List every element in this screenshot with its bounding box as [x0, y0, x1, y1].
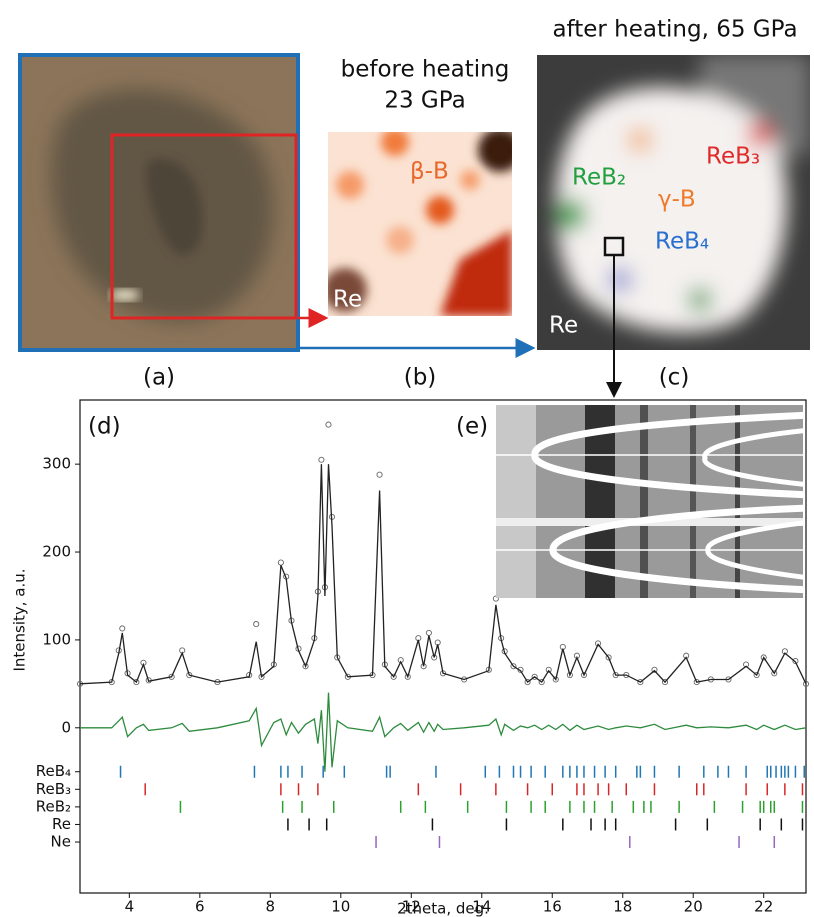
- observed-point: [390, 673, 397, 680]
- observed-point: [760, 654, 767, 661]
- observed-point: [186, 672, 193, 679]
- map-b: [328, 132, 512, 316]
- observed-point: [133, 679, 140, 686]
- annotation: ReB₂: [572, 165, 626, 191]
- x-axis-label: 2theta, deg.: [397, 900, 489, 917]
- x-tick-label: 16: [543, 898, 562, 916]
- observed-point: [461, 676, 468, 683]
- observed-point: [545, 666, 552, 673]
- x-tick-label: 14: [472, 898, 491, 916]
- observed-point: [524, 679, 531, 686]
- annotation: ReB₄: [655, 229, 709, 255]
- x-tick-label: 4: [125, 898, 135, 916]
- observed-point: [277, 559, 284, 566]
- panel-label: (a): [143, 365, 175, 391]
- phase-label: Re: [52, 815, 71, 833]
- y-tick-label: 0: [61, 718, 71, 736]
- observed-point: [246, 672, 253, 679]
- x-tick-label: 10: [331, 898, 350, 916]
- x-tick-label: 18: [613, 898, 632, 916]
- plot-frame: [79, 399, 807, 894]
- annotation: β-B: [410, 159, 449, 185]
- observed-point: [318, 456, 325, 463]
- annotation: Re: [333, 287, 362, 313]
- panel-title: 23 GPa: [384, 88, 465, 114]
- line-difference: [80, 692, 807, 772]
- phase-label: ReB₂: [36, 797, 71, 815]
- x-tick-label: 6: [195, 898, 205, 916]
- observed-point: [661, 679, 669, 686]
- photo-a: [20, 55, 298, 350]
- observed-point: [605, 654, 612, 661]
- observed-point: [595, 640, 602, 647]
- observed-point: [802, 680, 810, 687]
- panel-label: (e): [456, 414, 488, 440]
- observed-point: [425, 629, 432, 636]
- x-tick-label: 20: [684, 898, 703, 916]
- annotation: Re: [549, 313, 578, 339]
- panel-label: (c): [659, 365, 690, 391]
- x-tick-label: 8: [266, 898, 276, 916]
- observed-point: [531, 673, 538, 680]
- observed-point: [651, 666, 658, 673]
- y-tick-label: 200: [42, 543, 71, 561]
- observed-point: [637, 679, 644, 686]
- line-calculated: [79, 464, 807, 685]
- observed-point: [771, 670, 778, 677]
- observed-point: [753, 672, 760, 679]
- y-tick-label: 300: [42, 455, 71, 473]
- phase-label: ReB₃: [36, 780, 71, 798]
- observed-point: [404, 673, 411, 680]
- observed-point: [119, 625, 126, 632]
- annotation: γ-B: [658, 187, 696, 213]
- frame-a: [18, 53, 300, 352]
- zoom-box: [110, 133, 298, 320]
- observed-point: [566, 672, 573, 679]
- observed-point: [376, 471, 383, 478]
- observed-point: [325, 421, 332, 428]
- panel-title: after heating, 65 GPa: [552, 17, 797, 43]
- observed-point: [302, 663, 309, 670]
- y-tick-label: 100: [42, 630, 71, 648]
- x-tick-label: 12: [402, 898, 421, 916]
- observed-point: [253, 621, 260, 628]
- map-c: [537, 55, 810, 350]
- y-axis-label: Intensity, a.u.: [11, 568, 29, 671]
- observed-point: [538, 679, 545, 686]
- observed-point: [580, 672, 588, 679]
- diffraction-image: [496, 405, 803, 598]
- panel-label: (d): [88, 414, 121, 440]
- x-tick-label: 22: [754, 898, 773, 916]
- observed-point: [492, 595, 499, 602]
- observed-point: [510, 663, 517, 670]
- phase-label: ReB₄: [36, 762, 71, 780]
- observed-point: [792, 657, 799, 665]
- panel-label: (b): [404, 365, 437, 391]
- panel-title: before heating: [341, 57, 510, 83]
- annotation: ReB₃: [706, 144, 760, 170]
- phase-label: Ne: [51, 833, 71, 851]
